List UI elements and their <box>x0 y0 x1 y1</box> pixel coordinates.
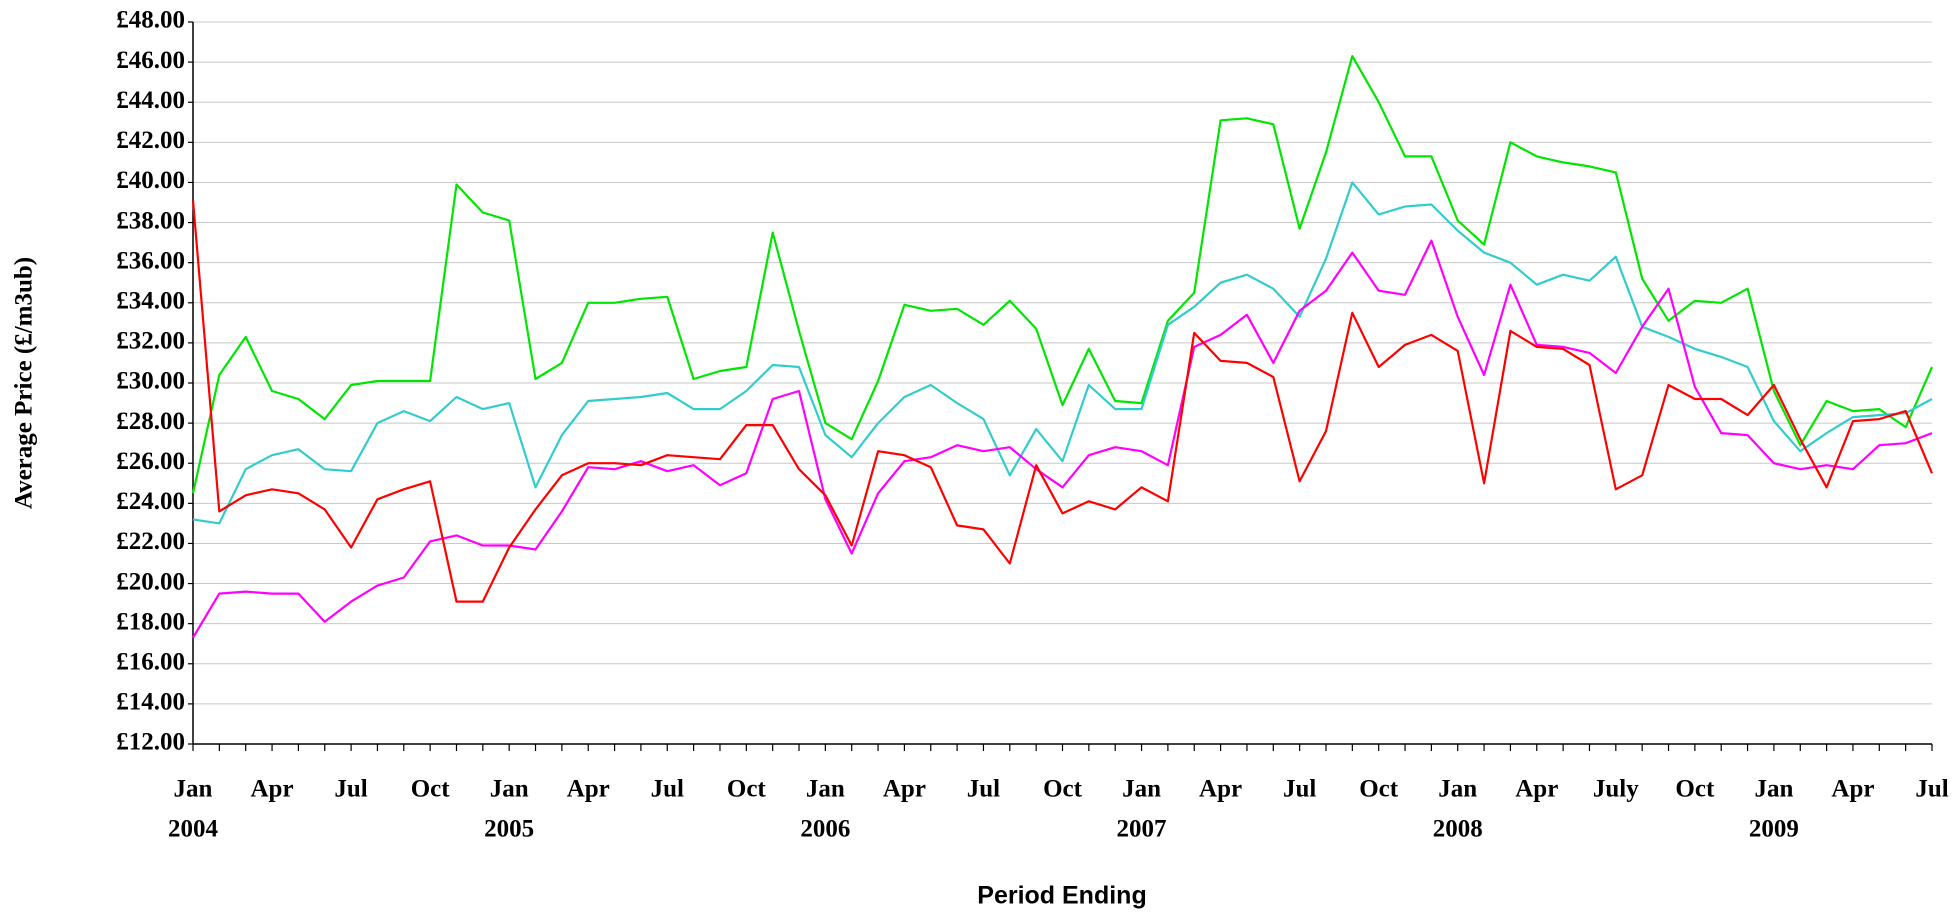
x-tick-label: Oct <box>411 776 451 803</box>
x-tick-label: Jul <box>1283 776 1316 803</box>
y-tick-label: £22.00 <box>116 528 185 555</box>
x-year-label: 2006 <box>800 816 850 843</box>
x-tick-label: Jul <box>334 776 367 803</box>
series-line <box>192 239 1933 639</box>
x-axis-title: Period Ending <box>977 882 1146 910</box>
x-tick-label: Jan <box>806 776 845 803</box>
x-tick-label: Apr <box>883 776 926 803</box>
x-year-label: 2009 <box>1749 816 1799 843</box>
x-tick-label: July <box>1593 776 1639 803</box>
y-tick-label: £28.00 <box>116 408 185 435</box>
x-tick-label: Jan <box>490 776 529 803</box>
x-year-label: 2008 <box>1433 816 1483 843</box>
y-tick-label: £48.00 <box>116 7 185 34</box>
y-tick-label: £14.00 <box>116 689 185 716</box>
x-tick-label: Jul <box>967 776 1000 803</box>
y-tick-label: £46.00 <box>116 47 185 74</box>
y-tick-label: £36.00 <box>116 247 185 274</box>
y-tick-label: £20.00 <box>116 568 185 595</box>
y-tick-label: £26.00 <box>116 448 185 475</box>
x-tick-label: Jan <box>1438 776 1477 803</box>
x-tick-label: Apr <box>1515 776 1558 803</box>
y-tick-label: £44.00 <box>116 87 185 114</box>
x-tick-label: Apr <box>1831 776 1874 803</box>
x-year-label: 2004 <box>168 816 219 843</box>
x-tick-label: Oct <box>1043 776 1083 803</box>
y-tick-label: £16.00 <box>116 649 185 676</box>
series-line <box>192 181 1933 525</box>
x-tick-label: Apr <box>567 776 610 803</box>
y-tick-label: £30.00 <box>116 368 185 395</box>
x-tick-label: Apr <box>1199 776 1242 803</box>
y-tick-label: £24.00 <box>116 488 185 515</box>
y-tick-label: £18.00 <box>116 608 185 635</box>
x-tick-label: Oct <box>1675 776 1715 803</box>
series-line <box>191 200 1934 603</box>
y-tick-label: £38.00 <box>116 207 185 234</box>
x-tick-label: Oct <box>727 776 767 803</box>
x-tick-label: Jan <box>174 776 213 803</box>
x-tick-label: Jul <box>1915 776 1948 803</box>
x-year-label: 2007 <box>1117 816 1167 843</box>
y-tick-label: £12.00 <box>116 729 185 756</box>
y-tick-label: £32.00 <box>116 328 185 355</box>
y-tick-label: £34.00 <box>116 288 185 315</box>
x-tick-label: Jul <box>651 776 684 803</box>
x-tick-label: Apr <box>251 776 294 803</box>
x-tick-label: Jan <box>1122 776 1161 803</box>
y-tick-label: £40.00 <box>116 167 185 194</box>
y-tick-label: £42.00 <box>116 127 185 154</box>
x-tick-label: Jan <box>1754 776 1793 803</box>
series-line <box>191 55 1934 494</box>
y-axis-title: Average Price (£/m3ub) <box>11 257 38 509</box>
x-tick-label: Oct <box>1359 776 1399 803</box>
x-year-label: 2005 <box>484 816 534 843</box>
